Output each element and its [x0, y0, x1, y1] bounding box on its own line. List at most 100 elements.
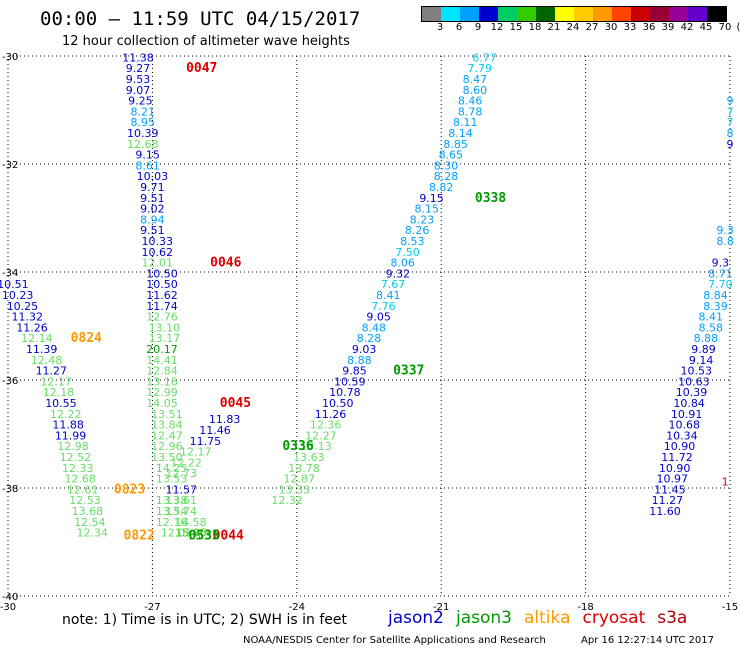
wave-height-value: 12.18 [43, 386, 75, 399]
wave-height-value: 9.15 [135, 149, 160, 162]
wave-height-value: 10.23 [2, 289, 34, 302]
wave-height-value: 8.06 [390, 257, 415, 270]
wave-height-value: 10.51 [0, 278, 29, 291]
wave-height-points: 11.389.279.539.079.258.218.9510.3912.689… [0, 51, 734, 542]
wave-height-value: 7 [727, 105, 734, 118]
wave-height-value: 12.17 [180, 446, 212, 459]
wave-height-value: 10.97 [656, 473, 688, 486]
legend-swatch [536, 7, 555, 21]
wave-height-value: 9.85 [342, 365, 367, 378]
satellite-name: altika [524, 608, 571, 628]
wave-height-value: 9.05 [366, 311, 391, 324]
legend-swatch [650, 7, 669, 21]
wave-height-value: 13.78 [288, 462, 320, 475]
wave-height-value: 11.83 [209, 413, 241, 426]
legend-swatch [479, 7, 498, 21]
wave-height-value: 8.47 [463, 73, 488, 86]
x-tick-label: -21 [433, 602, 449, 613]
wave-height-value: 13.16 [146, 375, 178, 388]
wave-height-value: 8.78 [458, 105, 483, 118]
satellite-name: jason2 [388, 608, 444, 628]
wave-height-value: 10.50 [146, 267, 178, 280]
wave-height-value: 12.96 [151, 440, 183, 453]
wave-height-value: 12.34 [76, 527, 108, 540]
wave-height-value: 12.36 [310, 419, 342, 432]
wave-height-value: 10.39 [127, 127, 159, 140]
wave-height-value: 10.84 [673, 397, 705, 410]
wave-height-value: 7.67 [381, 278, 406, 291]
wave-height-value: 11.99 [55, 429, 87, 442]
wave-height-value: 12.54 [74, 516, 106, 529]
satellite-legend: jason2 jason3 altika cryosat s3a [388, 608, 699, 628]
wave-height-value: 11.72 [661, 451, 693, 464]
wave-height-value: 10.63 [678, 375, 710, 388]
wave-height-value: 8.28 [357, 332, 382, 345]
wave-height-value: 12.01 [141, 257, 173, 270]
wave-height-value: 8.41 [376, 289, 401, 302]
pass-time-labels: 0047 0046 0045 0044 0338 0337 0336 0535 0824 0823… [71, 61, 507, 543]
wave-height-value: 8 [727, 127, 734, 140]
x-tick-label: -27 [144, 602, 160, 613]
wave-height-value: 13.61 [166, 494, 198, 507]
wave-height-value: 12.76 [146, 311, 178, 324]
pass-time-label: 0338 [475, 191, 506, 206]
pass-time-label: 0045 [220, 396, 251, 411]
wave-height-value: 12.98 [57, 440, 89, 453]
wave-height-value: 9.03 [352, 343, 377, 356]
wave-height-value: 10.59 [334, 375, 366, 388]
wave-height-value: 14.41 [146, 354, 178, 367]
wave-height-value: 12.53 [69, 494, 101, 507]
wave-height-value: 10.62 [141, 246, 173, 259]
wave-height-value: 14.58 [175, 516, 207, 529]
wave-height-value: 11.57 [166, 483, 198, 496]
wave-height-value: 12.22 [50, 408, 82, 421]
wave-height-value: 12.47 [151, 429, 183, 442]
wave-height-value: 11.27 [652, 494, 684, 507]
wave-height-value: 10.50 [146, 278, 178, 291]
wave-height-value: 10.68 [669, 419, 701, 432]
wave-height-value: 8.60 [463, 84, 488, 97]
legend-swatch [669, 7, 688, 21]
pass-time-label: 0535 [189, 528, 220, 543]
wave-height-value: 8.48 [362, 321, 387, 334]
wave-height-value: 8.85 [443, 138, 468, 151]
wave-height-value: 7.50 [395, 246, 420, 259]
wave-height-value: 8.21 [131, 105, 156, 118]
wave-height-value: 11.27 [36, 365, 68, 378]
wave-height-value: 9.14 [689, 354, 714, 367]
wave-height-value: 13.63 [293, 451, 325, 464]
axis-tick-labels: -30 -27 -24 -21 -18 -15 -30 -32 -34 -36 -38 -40 [0, 52, 738, 613]
wave-height-value: 7.76 [371, 300, 396, 313]
pass-time-label: 0822 [124, 528, 155, 543]
color-legend [421, 6, 727, 22]
legend-swatch [593, 7, 612, 21]
wave-height-value: 11.75 [190, 435, 222, 448]
pass-time-label: 0046 [210, 256, 241, 271]
wave-height-value: 10.55 [45, 397, 77, 410]
legend-label: 3 [436, 22, 444, 33]
wave-height-value: 13.10 [149, 321, 181, 334]
wave-height-value: 9.89 [691, 343, 716, 356]
wave-height-value: 12.52 [60, 451, 92, 464]
legend-swatch [422, 7, 441, 21]
wave-height-value: 8.88 [347, 354, 372, 367]
wave-height-value: 8.30 [434, 159, 459, 172]
wave-height-value: 14.05 [146, 397, 178, 410]
wave-height-value: 9.3 [716, 224, 734, 237]
wave-height-value: 12.32 [271, 494, 303, 507]
legend-label: 30 [604, 22, 618, 33]
wave-height-value: 9.32 [386, 267, 411, 280]
y-tick-label: -40 [2, 592, 18, 603]
y-tick-label: -36 [2, 376, 18, 387]
wave-height-value: 13.13 [300, 440, 332, 453]
wave-height-value: 11.62 [146, 289, 178, 302]
legend-label: 70 [718, 22, 732, 33]
wave-height-value: 9.71 [140, 181, 165, 194]
wave-height-value: 10.91 [671, 408, 703, 421]
footer-timestamp: Apr 16 12:27:14 UTC 2017 [581, 635, 714, 646]
wave-height-value: 9.53 [126, 73, 151, 86]
x-tick-label: -24 [289, 602, 305, 613]
legend-label: 27 [585, 22, 599, 33]
wave-height-value: 8.14 [448, 127, 473, 140]
